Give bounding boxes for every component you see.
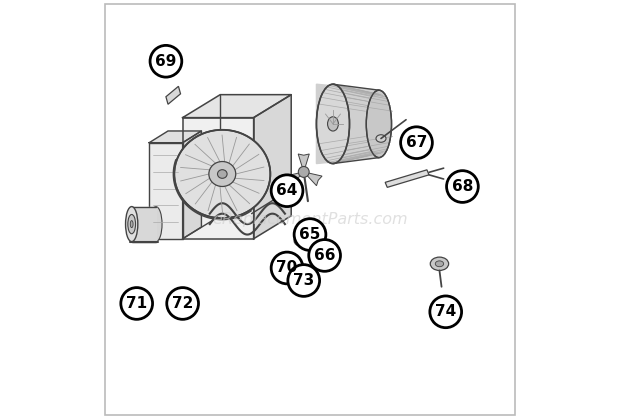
Ellipse shape — [128, 215, 136, 234]
Ellipse shape — [150, 207, 162, 242]
Circle shape — [167, 287, 198, 319]
Text: 68: 68 — [452, 179, 473, 194]
Text: 65: 65 — [299, 227, 321, 242]
Ellipse shape — [125, 207, 138, 242]
Polygon shape — [149, 143, 183, 239]
Polygon shape — [166, 86, 180, 104]
Polygon shape — [385, 170, 429, 187]
Polygon shape — [254, 95, 291, 239]
Ellipse shape — [376, 135, 386, 142]
Circle shape — [294, 219, 326, 251]
Polygon shape — [298, 154, 309, 172]
Ellipse shape — [316, 84, 350, 163]
Ellipse shape — [130, 221, 133, 228]
Ellipse shape — [430, 257, 449, 271]
Ellipse shape — [218, 170, 227, 178]
Circle shape — [430, 296, 462, 328]
Text: 69: 69 — [155, 54, 177, 69]
Polygon shape — [285, 172, 304, 186]
Ellipse shape — [298, 166, 309, 177]
Text: 73: 73 — [293, 273, 314, 288]
Polygon shape — [316, 84, 379, 163]
Circle shape — [309, 240, 340, 272]
Ellipse shape — [327, 117, 339, 131]
Circle shape — [288, 265, 319, 296]
Text: 70: 70 — [277, 261, 298, 275]
Ellipse shape — [298, 238, 305, 243]
Text: 67: 67 — [406, 135, 427, 150]
Ellipse shape — [435, 261, 444, 267]
Circle shape — [121, 287, 153, 319]
Polygon shape — [131, 207, 156, 242]
Circle shape — [150, 45, 182, 77]
Ellipse shape — [209, 161, 236, 186]
Polygon shape — [183, 118, 254, 239]
Text: 64: 64 — [277, 183, 298, 198]
Circle shape — [401, 127, 432, 158]
Circle shape — [446, 171, 478, 202]
Text: 71: 71 — [126, 296, 148, 311]
Text: eReplacementParts.com: eReplacementParts.com — [212, 212, 408, 228]
Polygon shape — [304, 172, 322, 186]
Ellipse shape — [366, 90, 392, 158]
Polygon shape — [183, 131, 202, 239]
Ellipse shape — [174, 130, 270, 218]
Ellipse shape — [294, 235, 309, 246]
Polygon shape — [149, 131, 202, 143]
Circle shape — [271, 252, 303, 284]
Circle shape — [271, 175, 303, 207]
Text: 74: 74 — [435, 304, 456, 319]
Text: 72: 72 — [172, 296, 193, 311]
Text: 66: 66 — [314, 248, 335, 263]
Polygon shape — [183, 95, 291, 118]
